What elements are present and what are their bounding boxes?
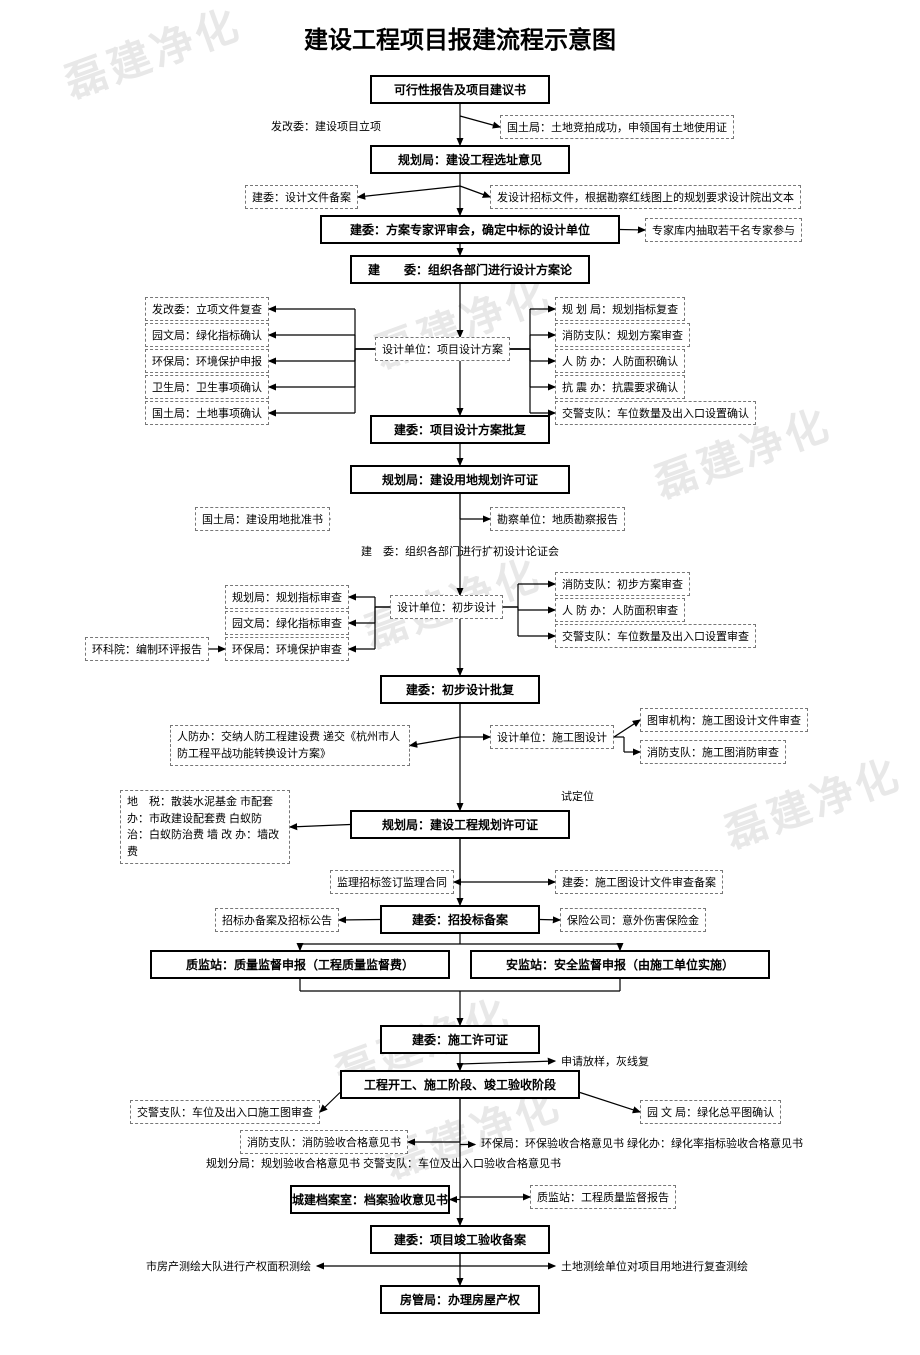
side-note-s_hbj: 环保局：环境保护申报 xyxy=(145,349,269,373)
side-note-s_ghfj: 规划分局：规划验收合格意见书 交警支队：车位及出入口验收合格意见书 xyxy=(200,1153,567,1176)
side-note-s_fgw: 发改委：建设项目立项 xyxy=(265,115,387,137)
flow-node-n4: 建 委：组织各部门进行设计方案论 xyxy=(350,255,590,284)
side-note-s_fdzb: 发设计招标文件，根据勘察红线图上的规划要求设计院出文本 xyxy=(490,185,801,209)
flow-node-n1: 可行性报告及项目建议书 xyxy=(370,75,550,104)
side-note-s_zjk: 专家库内抽取若干名专家参与 xyxy=(645,218,802,242)
side-note-s_hbj2: 环保局：环境保护审查 xyxy=(225,637,349,661)
flow-node-n12: 建委：施工许可证 xyxy=(380,1025,540,1054)
side-note-s_sqfy: 申请放样，灰线复 xyxy=(555,1050,655,1072)
side-note-s_tdch: 土地测绘单位对项目用地进行复查测绘 xyxy=(555,1255,754,1277)
side-note-s_ghj2: 规 划 局：规划指标复查 xyxy=(555,297,685,321)
side-note-s_ywj: 园文局：绿化指标确认 xyxy=(145,323,269,347)
side-note-s_fees: 地 税：散装水泥基金 市配套办：市政建设配套费 白蚁防治：白蚁防治费 墙 改 办… xyxy=(120,790,290,864)
side-note-s_jjzd2: 交警支队：车位数量及出入口设置审查 xyxy=(555,624,756,648)
flow-node-n11: 安监站：安全监督申报（由施工单位实施） xyxy=(470,950,770,979)
side-note-s_xfzd3: 消防支队：施工图消防审查 xyxy=(640,740,786,764)
side-note-s_sdw: 试定位 xyxy=(555,785,600,807)
side-note-s_gtj3: 国土局：建设用地批准书 xyxy=(195,507,330,531)
side-note-s_jlzb: 监理招标签订监理合同 xyxy=(330,870,454,894)
side-note-s_kcdw: 勘察单位：地质勘察报告 xyxy=(490,507,625,531)
flow-node-n15: 建委：项目竣工验收备案 xyxy=(370,1225,550,1254)
flow-node-n10: 质监站：质量监督申报（工程质量监督费） xyxy=(150,950,450,979)
side-note-s_xfzd: 消防支队：规划方案审查 xyxy=(555,323,690,347)
side-note-s_ghj3: 规划局：规划指标审查 xyxy=(225,585,349,609)
flow-node-n8: 规划局：建设工程规划许可证 xyxy=(350,810,570,839)
side-note-s_sjdw: 设计单位：项目设计方案 xyxy=(375,337,510,361)
side-note-s_kzb: 抗 震 办：抗震要求确认 xyxy=(555,375,685,399)
flowchart-canvas: 可行性报告及项目建议书规划局：建设工程选址意见建委：方案专家评审会，确定中标的设… xyxy=(0,75,920,1315)
side-note-s_sjdw3: 设计单位：施工图设计 xyxy=(490,725,614,749)
side-note-s_rfb: 人 防 办：人防面积确认 xyxy=(555,349,685,373)
side-note-s_jjzd3: 交警支队：车位及出入口施工图审查 xyxy=(130,1100,320,1124)
side-note-s_sjdw2: 设计单位：初步设计 xyxy=(390,595,503,619)
side-note-s_rfb3: 人防办：交纳人防工程建设费 递交《杭州市人防工程平战功能转换设计方案》 xyxy=(170,725,410,766)
side-note-s_jwzz: 建 委：组织各部门进行扩初设计论证会 xyxy=(355,540,565,562)
side-note-s_sfc: 市房产测绘大队进行产权面积测绘 xyxy=(140,1255,317,1277)
flow-node-n16: 房管局：办理房屋产权 xyxy=(380,1285,540,1314)
side-note-s_gtj2: 国土局：土地事项确认 xyxy=(145,401,269,425)
side-note-s_rfb2: 人 防 办：人防面积审查 xyxy=(555,598,685,622)
side-note-s_fgw2: 发改委：立项文件复查 xyxy=(145,297,269,321)
page-title: 建设工程项目报建流程示意图 xyxy=(0,20,920,55)
side-note-s_hbj3: 环保局：环保验收合格意见书 绿化办：绿化率指标验收合格意见书 xyxy=(475,1133,809,1156)
side-note-s_jwsg: 建委：施工图设计文件审查备案 xyxy=(555,870,723,894)
side-note-s_jjzd: 交警支队：车位数量及出入口设置确认 xyxy=(555,401,756,425)
flow-node-n14: 城建档案室：档案验收意见书 xyxy=(290,1185,450,1214)
side-note-s_zjz: 质监站：工程质量监督报告 xyxy=(530,1185,676,1209)
side-note-s_bxgs: 保险公司：意外伤害保险金 xyxy=(560,908,706,932)
flow-node-n3: 建委：方案专家评审会，确定中标的设计单位 xyxy=(320,215,620,244)
flow-node-n9: 建委：招投标备案 xyxy=(380,905,540,934)
flow-node-n6: 规划局：建设用地规划许可证 xyxy=(350,465,570,494)
side-note-s_gtj: 国土局：土地竞拍成功，申领国有土地使用证 xyxy=(500,115,734,139)
flow-node-n13: 工程开工、施工阶段、竣工验收阶段 xyxy=(340,1070,580,1099)
side-note-s_tsjg: 图审机构：施工图设计文件审查 xyxy=(640,708,808,732)
side-note-s_ywj3: 园 文 局：绿化总平图确认 xyxy=(640,1100,781,1124)
flow-node-n7: 建委：初步设计批复 xyxy=(380,675,540,704)
side-note-s_ywj2: 园文局：绿化指标审查 xyxy=(225,611,349,635)
side-note-s_wsj: 卫生局：卫生事项确认 xyxy=(145,375,269,399)
flow-node-n5: 建委：项目设计方案批复 xyxy=(370,415,550,444)
side-note-s_xfzd2: 消防支队：初步方案审查 xyxy=(555,572,690,596)
side-note-s_hky: 环科院：编制环评报告 xyxy=(85,637,209,661)
side-note-s_zbb: 招标办备案及招标公告 xyxy=(215,908,339,932)
side-note-s_xfzd4: 消防支队：消防验收合格意见书 xyxy=(240,1130,408,1154)
flow-node-n2: 规划局：建设工程选址意见 xyxy=(370,145,570,174)
side-note-s_jw1: 建委：设计文件备案 xyxy=(245,185,358,209)
